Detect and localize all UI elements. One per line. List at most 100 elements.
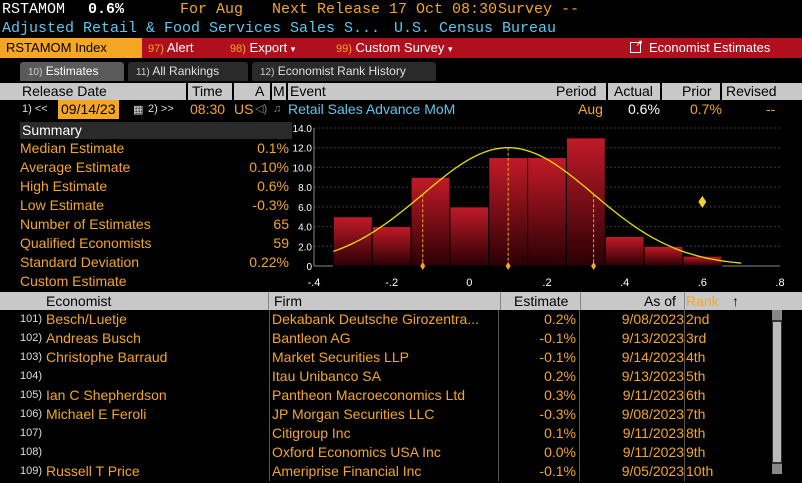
release-prior: 0.7% — [690, 101, 722, 117]
economist-table-header: Economist Firm Estimate As of Rank ↑ — [0, 292, 802, 310]
release-date-input[interactable]: 09/14/23 — [58, 100, 119, 119]
release-country: US — [234, 101, 254, 117]
economist-estimates-link[interactable]: ↗ Economist Estimates — [630, 38, 770, 58]
y-tick-label: 4.0 — [298, 223, 312, 234]
table-row[interactable]: 105) Ian C Shepherdson Pantheon Macroecono… — [20, 386, 706, 405]
table-scrollbar[interactable] — [772, 310, 782, 474]
release-actual: 0.6% — [628, 101, 660, 117]
scroll-down-arrow[interactable] — [772, 464, 782, 474]
table-row[interactable]: 106) Michael E Feroli JP Morgan Securities… — [20, 405, 706, 424]
summary-row: Average Estimate 0.10% — [20, 159, 289, 175]
estimate-marker — [505, 262, 511, 270]
release-period: Aug — [578, 101, 603, 117]
summary-title: Summary — [20, 122, 292, 139]
summary-panel: Summary Median Estimate 0.1% Average Esti… — [20, 122, 292, 291]
external-link-icon: ↗ — [630, 39, 643, 53]
survey-label: Survey -- — [498, 1, 580, 18]
sort-arrow-icon[interactable]: ↑ — [732, 293, 739, 309]
period-header: Period — [556, 83, 597, 99]
release-time: 08:30 — [190, 101, 226, 117]
economist-column-header[interactable]: Economist — [46, 293, 112, 309]
period-label: For Aug — [180, 1, 244, 18]
estimate-column-header[interactable]: Estimate — [514, 293, 569, 309]
table-row[interactable]: 107) Citigroup Inc 0.1% 9/11/2023 8th — [20, 424, 706, 443]
summary-row: Low Estimate -0.3% — [20, 197, 289, 213]
series-description: Adjusted Retail & Food Services Sales S.… — [2, 20, 381, 37]
prev-release-button[interactable]: 1) << — [22, 103, 48, 115]
x-tick-label: .8 — [775, 277, 784, 289]
x-tick-label: .2 — [542, 277, 551, 289]
y-tick-label: 8.0 — [298, 183, 312, 194]
m-header: M — [273, 83, 285, 99]
y-tick-label: 2.0 — [298, 242, 312, 253]
security-header: RSTAMOM 0.6% For Aug Next Release 17 Oct… — [0, 0, 802, 20]
release-date-header: Release Date — [22, 83, 107, 99]
scroll-up-arrow[interactable] — [772, 310, 782, 320]
y-tick-label: 6.0 — [298, 203, 312, 214]
scroll-thumb[interactable] — [773, 322, 781, 462]
x-tick-label: -.2 — [385, 277, 398, 289]
table-row[interactable]: 102) Andreas Busch Bantleon AG -0.1% 9/13/20… — [20, 329, 707, 348]
y-tick-label: 0 — [306, 262, 312, 273]
histogram-bar — [332, 216, 373, 267]
table-row[interactable]: 108) Oxford Economics USA Inc 0.0% 9/11/202… — [20, 443, 706, 462]
y-tick-label: 10.0 — [293, 163, 313, 174]
tab-bar: 10) Estimates 11) All Rankings 12) Econo… — [0, 62, 802, 81]
x-tick-label: .6 — [698, 277, 707, 289]
asof-column-header[interactable]: As of — [644, 293, 676, 309]
x-tick-label: .4 — [620, 277, 629, 289]
summary-row: Qualified Economists 59 — [20, 235, 289, 251]
summary-row: Median Estimate 0.1% — [20, 140, 289, 156]
next-release-label: Next Release 17 Oct 08:30 — [272, 1, 498, 18]
release-header-row: Release Date Time A M Event Period Actua… — [0, 83, 802, 100]
histogram-bar — [449, 206, 490, 267]
chevron-down-icon: ▾ — [448, 44, 453, 54]
y-tick-label: 14.0 — [293, 124, 313, 135]
x-tick-label: 0 — [466, 277, 472, 289]
firm-column-header[interactable]: Firm — [274, 293, 302, 309]
speaker-icon[interactable]: ◁) — [255, 103, 268, 115]
tab-estimates[interactable]: 10) Estimates — [20, 62, 124, 81]
last-value: 0.6% — [88, 1, 125, 18]
estimate-distribution-chart: 0 2.0 4.0 6.0 8.0 10.0 12.0 14.0 -.4 -.2 0 .2 .4 .6 .8 — [293, 124, 785, 289]
time-header: Time — [192, 83, 223, 99]
event-name[interactable]: Retail Sales Advance MoM — [288, 101, 456, 117]
export-button[interactable]: 98) Export ▾ — [230, 40, 296, 55]
table-row[interactable]: 103) Christophe Barraud Market Securities … — [20, 348, 706, 367]
x-tick-label: -.4 — [308, 277, 321, 289]
prior-header: Prior — [682, 83, 712, 99]
summary-row: Number of Estimates 65 — [20, 216, 289, 232]
table-row[interactable]: 101) Besch/Luetje Dekabank Deutsche Giroze… — [20, 310, 710, 329]
estimate-marker — [591, 262, 597, 270]
estimate-marker — [420, 262, 426, 270]
security-subtitle: Adjusted Retail & Food Services Sales S.… — [0, 20, 802, 38]
table-row[interactable]: 109) Russell T Price Ameriprise Financial … — [20, 462, 714, 481]
tab-all-rankings[interactable]: 11) All Rankings — [128, 62, 248, 81]
economist-table: 101) Besch/Luetje Dekabank Deutsche Giroze… — [20, 310, 780, 481]
event-header: Event — [290, 83, 326, 99]
alert-button[interactable]: 97) Alert — [148, 40, 194, 55]
chevron-down-icon: ▾ — [290, 44, 296, 54]
bell-icon[interactable]: ♫ — [273, 103, 282, 115]
histogram-bar — [371, 226, 412, 267]
a-header: A — [255, 83, 265, 99]
revised-header: Revised — [726, 83, 777, 99]
normal-curve — [333, 147, 742, 264]
ticker-label: RSTAMOM — [2, 1, 66, 18]
index-ticker-box[interactable]: RSTAMOM Index — [0, 38, 142, 58]
histogram-bar — [527, 157, 567, 267]
histogram-bar — [604, 235, 645, 267]
summary-row: Standard Deviation 0.22% — [20, 254, 289, 270]
calendar-icon[interactable]: ▦ — [133, 104, 144, 116]
rank-column-header[interactable]: Rank — [686, 293, 719, 309]
actual-value-diamond — [698, 195, 707, 208]
custom-estimate-row[interactable]: Custom Estimate — [20, 273, 127, 289]
next-release-button[interactable]: 2) >> — [148, 103, 174, 115]
actual-header: Actual — [614, 83, 653, 99]
table-row[interactable]: 104) Itau Unibanco SA 0.2% 9/13/2023 5th — [20, 367, 706, 386]
release-row: 1) << 09/14/23 ▦ 2) >> 08:30 US ◁) ♫ Ret… — [0, 100, 802, 119]
tab-economist-rank-history[interactable]: 12) Economist Rank History — [252, 62, 436, 81]
custom-survey-button[interactable]: 99) Custom Survey ▾ — [336, 40, 453, 55]
source-label: U.S. Census Bureau — [394, 20, 557, 37]
function-toolbar: RSTAMOM Index 97) Alert 98) Export ▾ 99)… — [0, 38, 802, 58]
